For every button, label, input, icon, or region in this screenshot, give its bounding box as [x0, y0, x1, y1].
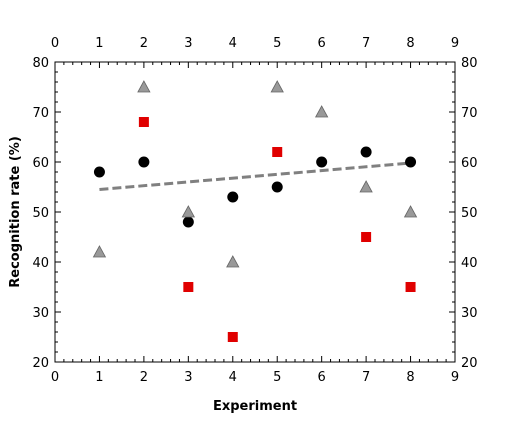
x-tick-label-bottom: 6: [318, 370, 326, 385]
trendline: [99, 161, 411, 191]
data-point-square: [405, 282, 416, 292]
x-axis-title: Experiment: [213, 399, 297, 414]
x-tick-label-top: 6: [318, 36, 326, 51]
x-tick-label-top: 4: [229, 36, 237, 51]
data-point-triangle: [359, 180, 373, 193]
y-tick-label-left: 50: [32, 206, 49, 221]
plot-frame: [54, 61, 456, 363]
data-point-circle: [227, 191, 239, 203]
y-tick-label-right: 40: [461, 256, 478, 271]
x-tick-label-bottom: 7: [362, 370, 370, 385]
y-tick-label-right: 50: [461, 206, 478, 221]
data-point-square: [272, 147, 283, 157]
y-tick-label-right: 20: [461, 356, 478, 371]
x-tick-label-bottom: 3: [184, 370, 192, 385]
y-tick-label-left: 20: [32, 356, 49, 371]
data-point-triangle: [181, 205, 196, 218]
data-point-circle: [405, 156, 417, 168]
data-point-circle: [316, 156, 328, 168]
data-point-triangle: [403, 205, 418, 218]
x-tick-label-bottom: 4: [229, 370, 237, 385]
data-point-triangle: [137, 80, 151, 93]
data-points: [92, 80, 418, 342]
x-tick-label-bottom: 0: [51, 370, 59, 385]
y-tick-label-left: 30: [32, 306, 49, 321]
x-tick-label-top: 2: [140, 36, 148, 51]
y-tick-label-right: 30: [461, 306, 478, 321]
x-tick-label-bottom: 1: [95, 370, 103, 385]
y-tick-label-right: 80: [461, 56, 478, 71]
data-point-circle: [93, 166, 105, 178]
y-tick-label-right: 70: [461, 106, 478, 121]
x-tick-label-top: 3: [184, 36, 192, 51]
x-tick-label-bottom: 5: [273, 370, 281, 385]
y-tick-label-left: 60: [32, 156, 49, 171]
y-tick-label-left: 70: [32, 106, 49, 121]
data-point-triangle: [226, 255, 240, 268]
data-point-square: [227, 332, 238, 342]
data-point-triangle: [314, 105, 329, 118]
data-point-circle: [271, 181, 283, 193]
x-tick-label-top: 7: [362, 36, 370, 51]
data-point-circle: [182, 216, 194, 228]
x-tick-label-top: 9: [451, 36, 459, 51]
x-tick-label-bottom: 9: [451, 370, 459, 385]
x-tick-label-top: 5: [273, 36, 281, 51]
y-tick-label-right: 60: [461, 156, 478, 171]
x-tick-label-top: 0: [51, 36, 59, 51]
y-tick-label-left: 80: [32, 56, 49, 71]
data-point-circle: [138, 156, 150, 168]
y-axis-title: Recognition rate (%): [8, 136, 23, 288]
data-point-square: [138, 117, 149, 127]
axis-ticks: [54, 61, 456, 363]
data-point-square: [361, 232, 372, 242]
trendline-group: [99, 161, 411, 191]
data-point-triangle: [92, 245, 107, 258]
x-tick-label-top: 1: [95, 36, 103, 51]
x-tick-label-top: 8: [406, 36, 414, 51]
data-point-triangle: [270, 80, 284, 93]
data-point-circle: [360, 146, 372, 158]
data-point-square: [183, 282, 194, 292]
x-tick-label-bottom: 8: [406, 370, 414, 385]
y-tick-label-left: 40: [32, 256, 49, 271]
x-tick-label-bottom: 2: [140, 370, 148, 385]
